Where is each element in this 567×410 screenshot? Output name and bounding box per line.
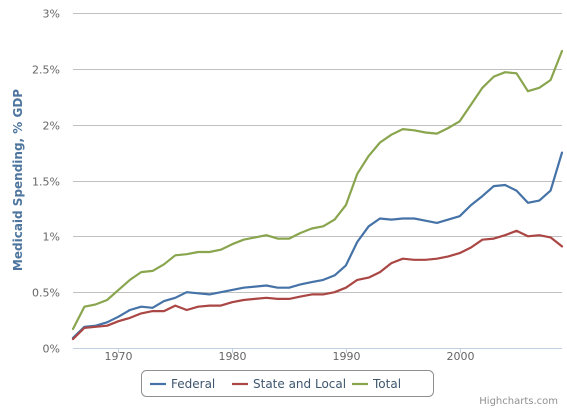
legend-label: Total bbox=[372, 377, 401, 391]
x-tick-label: 1970 bbox=[105, 350, 133, 363]
x-axis: 1970 1980 1990 2000 bbox=[73, 348, 562, 363]
y-tick-label: 1% bbox=[43, 231, 60, 244]
y-tick-label: 2% bbox=[43, 120, 60, 133]
x-tick-label: 1980 bbox=[219, 350, 247, 363]
y-tick-label: 0.5% bbox=[32, 287, 60, 300]
legend[interactable]: Federal State and Local Total bbox=[141, 370, 434, 397]
plot-area bbox=[71, 49, 564, 341]
y-axis-label: Medicaid Spending, % GDP bbox=[11, 89, 25, 271]
y-axis: 0% 0.5% 1% 1.5% 2% 2.5% 3% bbox=[32, 8, 60, 356]
credits-link[interactable]: Highcharts.com bbox=[479, 396, 558, 407]
y-tick-label: 1.5% bbox=[32, 176, 60, 189]
legend-item-federal[interactable]: Federal bbox=[150, 377, 215, 391]
series-line-federal bbox=[71, 151, 564, 339]
series-line-state-and-local bbox=[71, 229, 564, 341]
x-tick-label: 1990 bbox=[333, 350, 361, 363]
y-tick-label: 3% bbox=[43, 8, 60, 21]
legend-label: Federal bbox=[171, 377, 215, 391]
x-tick-label: 2000 bbox=[447, 350, 475, 363]
series-line-total bbox=[71, 49, 564, 331]
grid bbox=[73, 13, 562, 349]
y-tick-label: 2.5% bbox=[32, 64, 60, 77]
y-tick-label: 0% bbox=[43, 343, 60, 356]
legend-label: State and Local bbox=[253, 377, 346, 391]
legend-item-total[interactable]: Total bbox=[352, 377, 401, 391]
legend-item-state-and-local[interactable]: State and Local bbox=[232, 377, 346, 391]
legend-box bbox=[141, 370, 434, 397]
